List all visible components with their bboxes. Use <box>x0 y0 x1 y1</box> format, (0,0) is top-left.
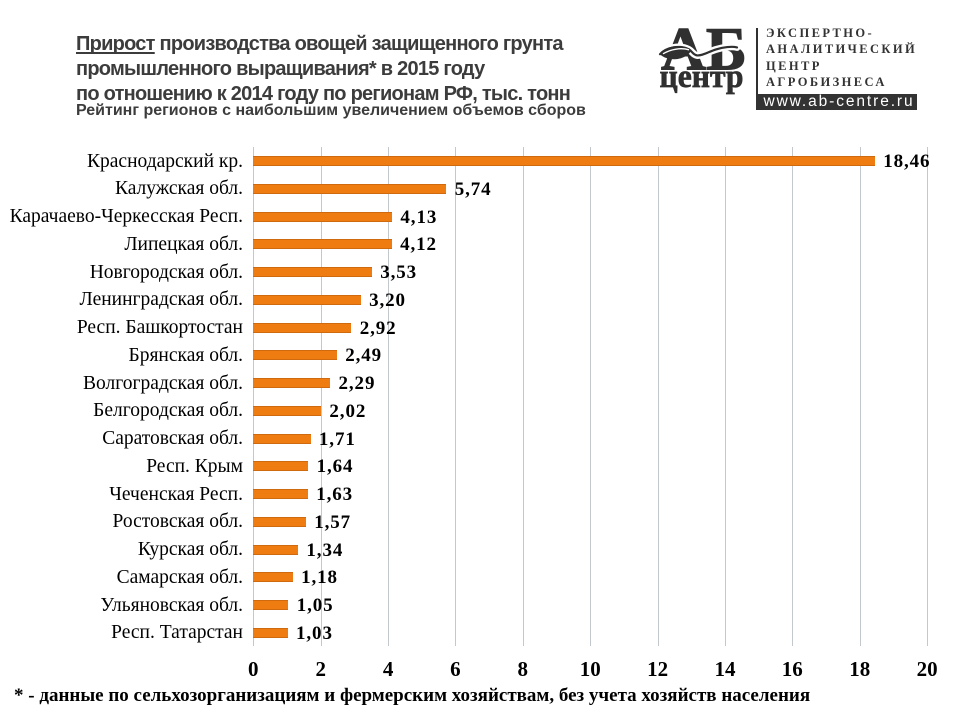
svg-text:центр: центр <box>660 59 744 95</box>
